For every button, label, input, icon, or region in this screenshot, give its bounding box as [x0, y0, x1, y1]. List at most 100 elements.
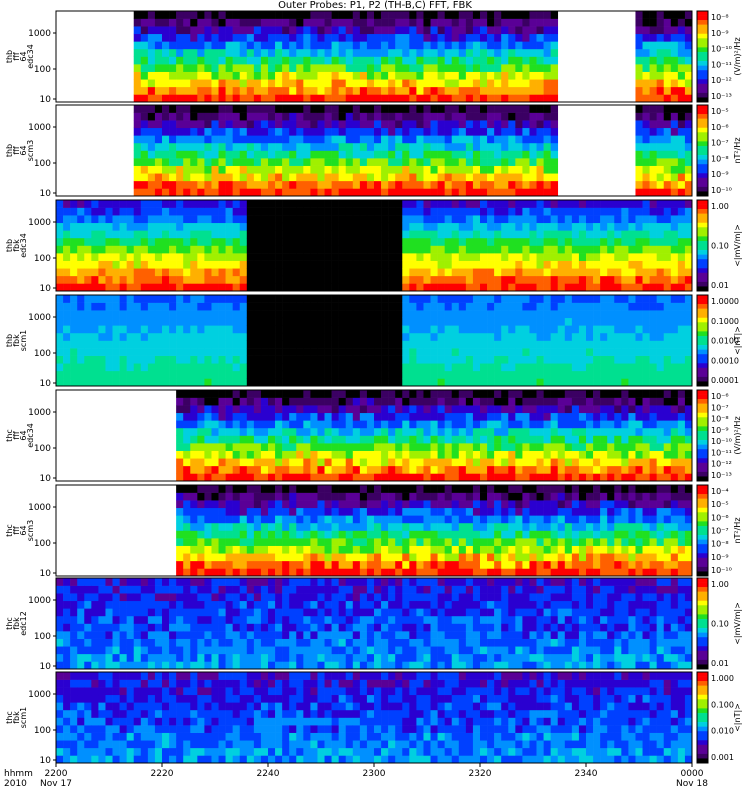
colorbar-tick-label: 10⁻⁹	[711, 170, 729, 179]
ytick-label: 1000	[28, 596, 51, 606]
colorbar-tick-label: 0.01	[711, 281, 729, 290]
colorbar-tick-label: 10⁻¹³	[711, 471, 732, 480]
colorbar-swatch	[697, 340, 708, 346]
colorbar-swatch	[697, 213, 708, 219]
colorbar-swatch	[697, 145, 708, 151]
colorbar-swatch	[697, 694, 708, 700]
chart-title: Outer Probes: P1, P2 (TH-B,C) FFT, FBK	[278, 0, 472, 11]
colorbar-swatch	[697, 731, 708, 736]
colorbar-swatch	[697, 507, 708, 513]
colorbar-tick-label: 10⁻⁶	[711, 392, 729, 401]
colorbar-swatch	[697, 227, 708, 233]
colorbar-swatch	[697, 494, 708, 499]
colorbar-tick-label: 10⁻⁹	[711, 553, 729, 562]
colorbar-swatch	[697, 313, 708, 319]
colorbar-swatch	[697, 281, 708, 287]
colorbar-swatch	[697, 618, 708, 624]
colorbar-swatch	[697, 272, 708, 278]
colorbar-swatch	[697, 471, 708, 477]
x-date-end: Nov 18	[676, 779, 708, 789]
colorbar-swatch	[697, 708, 708, 714]
xtick-label: 2220	[151, 769, 174, 779]
colorbar-swatch	[697, 20, 708, 25]
ytick-label: 100	[34, 254, 51, 264]
panel-frame	[55, 389, 693, 482]
ytick-label: 1000	[28, 690, 51, 700]
colorbar-swatch	[697, 11, 708, 16]
colorbar-swatch	[697, 712, 708, 718]
colorbar-unit: nT²/Hz	[733, 517, 742, 543]
colorbar-swatch	[697, 485, 708, 490]
colorbar-swatch	[697, 349, 708, 355]
panel-ylabel: fff	[12, 526, 21, 535]
colorbar-swatch	[697, 462, 708, 468]
colorbar-swatch	[697, 354, 708, 359]
panel-ylabel: edc34	[26, 423, 35, 448]
panel-frame	[55, 104, 693, 197]
colorbar-swatch	[697, 345, 708, 350]
colorbar-swatch	[697, 421, 708, 427]
colorbar-swatch	[697, 308, 708, 314]
ytick-label: 10	[40, 569, 52, 579]
colorbar-swatch	[697, 209, 708, 214]
colorbar-swatch	[697, 740, 708, 746]
colorbar-swatch	[697, 521, 708, 527]
panel-ylabel: thc	[5, 617, 14, 630]
colorbar-swatch	[697, 609, 708, 615]
colorbar-swatch	[697, 753, 708, 759]
colorbar-swatch	[697, 186, 708, 192]
colorbar-unit: <|mV/m|>	[733, 602, 742, 645]
colorbar-swatch	[697, 263, 708, 269]
colorbar-swatch	[697, 685, 708, 691]
colorbar-tick-label: 0.0001	[711, 376, 739, 385]
colorbar-swatch	[697, 231, 708, 237]
colorbar-swatch	[697, 322, 708, 328]
colorbar-tick-label: 0.10	[711, 620, 729, 629]
panel-ylabel: scm1	[19, 707, 28, 728]
colorbar-swatch	[697, 299, 708, 305]
panel-frame	[55, 577, 693, 670]
colorbar-swatch	[697, 168, 708, 174]
colorbar-swatch	[697, 222, 708, 228]
colorbar-swatch	[697, 690, 708, 696]
panel-ylabel: thb	[5, 144, 14, 157]
colorbar-swatch	[697, 155, 708, 160]
ytick-label: 100	[34, 159, 51, 169]
colorbar-tick-label: 10⁻⁵	[711, 500, 729, 509]
colorbar-swatch	[697, 525, 708, 531]
panel-ylabel: fbk	[12, 617, 21, 630]
colorbar-frame	[696, 671, 709, 764]
colorbar-swatch	[697, 132, 708, 138]
colorbar-tick-label: 1.0000	[711, 297, 739, 306]
colorbar-swatch	[697, 74, 708, 80]
panel-ylabel: 64	[19, 145, 28, 155]
colorbar-frame	[696, 10, 709, 103]
colorbar-tick-label: 10⁻⁵	[711, 107, 729, 116]
panel-ylabel: fbk	[12, 711, 21, 724]
colorbar-swatch	[697, 240, 708, 246]
colorbar-swatch	[697, 722, 708, 727]
colorbar-swatch	[697, 591, 708, 597]
ytick-label: 10	[40, 474, 52, 484]
panel-ylabel: thc	[5, 711, 14, 724]
colorbar-tick-label: 10⁻⁴	[711, 487, 729, 496]
colorbar-tick-label: 0.0100	[711, 337, 739, 346]
colorbar-swatch	[697, 408, 708, 414]
colorbar-swatch	[697, 363, 708, 369]
xtick-label: 2240	[257, 769, 280, 779]
ytick-label: 100	[34, 632, 51, 642]
colorbar-swatch	[697, 245, 708, 251]
colorbar-tick-label: 10⁻⁶	[711, 513, 729, 522]
colorbar-swatch	[697, 562, 708, 568]
ytick-label: 100	[34, 539, 51, 549]
colorbar-swatch	[697, 458, 708, 464]
colorbar-swatch	[697, 114, 708, 119]
colorbar-tick-label: 10⁻¹¹	[711, 448, 732, 457]
panel-ylabel: scm3	[26, 520, 35, 541]
colorbar-frame	[696, 577, 709, 670]
colorbar-swatch	[697, 476, 708, 482]
ytick-label: 10	[40, 284, 52, 294]
